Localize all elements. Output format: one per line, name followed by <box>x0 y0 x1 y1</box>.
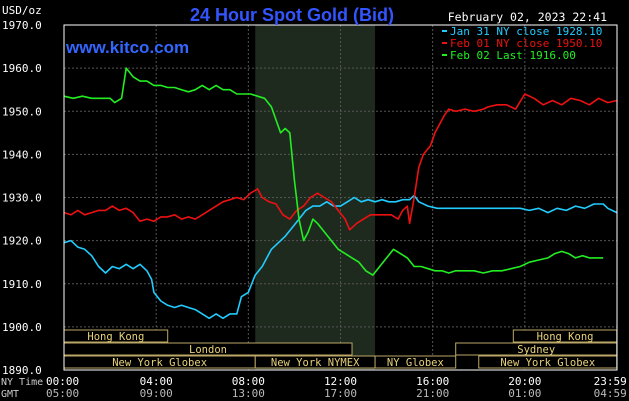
y-tick-label: 1900.0 <box>2 321 42 334</box>
x-axis-ticks: NY Time 00:00 04:00 08:00 12:00 16:00 20:00 23:… <box>1 375 627 400</box>
session-label: New York Globex <box>500 357 595 369</box>
x-tick-label: 00:00 <box>46 375 79 388</box>
y-tick-label: 1890.0 <box>2 364 42 377</box>
y-tick-label: 1960.0 <box>2 62 42 75</box>
legend-swatch <box>442 30 447 32</box>
y-axis-label: USD/oz <box>2 4 42 17</box>
x-tick-label: 01:00 <box>508 387 541 400</box>
x-tick-label: 23:59 <box>594 375 627 388</box>
x-tick-label: 04:00 <box>140 375 173 388</box>
x-tick-label: 21:00 <box>416 387 449 400</box>
y-tick-label: 1930.0 <box>2 192 42 205</box>
plot-frame <box>63 24 618 371</box>
session-label: New York Globex <box>112 357 207 369</box>
x-axis-row-label: NY Time <box>1 377 43 388</box>
y-tick-label: 1940.0 <box>2 148 42 161</box>
price-series <box>63 67 618 320</box>
y-axis-ticks: 1970.0 1960.0 1950.0 1940.0 1930.0 1920.0 1910… <box>2 19 42 377</box>
legend-entry: Jan 31 NY close 1928.10 <box>450 25 602 38</box>
x-tick-label: 20:00 <box>508 375 541 388</box>
chart-timestamp: February 02, 2023 22:41 <box>448 10 607 24</box>
x-tick-label: 08:00 <box>232 375 265 388</box>
session-bar <box>374 355 457 369</box>
y-tick-label: 1970.0 <box>2 19 42 32</box>
session-label: Hong Kong <box>87 331 144 343</box>
session-label: Hong Kong <box>537 331 594 343</box>
x-tick-label: 17:00 <box>324 387 357 400</box>
session-label: London <box>189 344 227 356</box>
x-tick-label: 09:00 <box>140 387 173 400</box>
y-tick-label: 1950.0 <box>2 105 42 118</box>
legend-swatch <box>442 54 447 56</box>
x-tick-label: 05:00 <box>46 387 79 400</box>
series-line <box>63 93 617 231</box>
legend-entry: Feb 01 NY close 1950.10 <box>450 37 602 50</box>
y-tick-label: 1920.0 <box>2 235 42 248</box>
y-tick-label: 1910.0 <box>2 278 42 291</box>
session-label: New York NYMEX <box>271 357 360 369</box>
site-watermark: www.kitco.com <box>65 38 189 57</box>
legend-entry: Feb 02 Last 1916.00 <box>450 49 576 62</box>
x-tick-label: 04:59 <box>594 387 627 400</box>
session-label: Sydney <box>517 344 555 356</box>
x-axis-row-label: GMT <box>1 389 19 400</box>
session-label: NY Globex <box>387 357 444 369</box>
x-tick-label: 16:00 <box>416 375 449 388</box>
chart-grid <box>64 24 617 371</box>
series-line <box>63 194 618 320</box>
x-tick-label: 12:00 <box>324 375 357 388</box>
legend-swatch <box>442 42 447 44</box>
series-line <box>63 67 604 276</box>
x-tick-label: 13:00 <box>232 387 265 400</box>
chart-title: 24 Hour Spot Gold (Bid) <box>190 5 394 25</box>
